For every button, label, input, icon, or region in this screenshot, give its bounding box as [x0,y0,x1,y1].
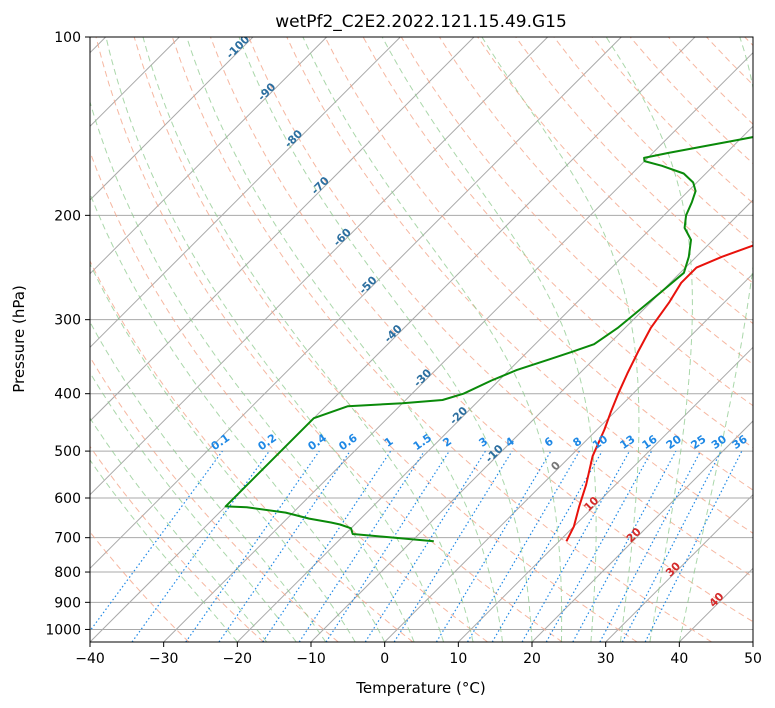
y-tick-label: 500 [54,444,81,460]
y-tick-label: 800 [54,565,81,581]
y-tick-label: 1000 [45,622,81,638]
moist-adiabat-line [381,37,597,642]
mixing-ratio-lines [90,450,743,642]
moist-adiabat-line [90,459,238,642]
moist-adiabat-line [90,192,386,642]
plot-frame [89,36,754,643]
mixing-ratio-line [491,450,603,642]
moist-adiabat-line [605,37,693,642]
mixing-ratio-line [435,450,552,642]
x-tick-label: −10 [296,651,326,667]
mixing-ratio-line [545,450,653,642]
isotherm-line [605,493,753,642]
dry-adiabat-line [286,37,753,534]
y-tick-label: 200 [54,208,81,224]
dry-adiabat-line [210,37,753,623]
moist-adiabat-line [678,37,753,642]
moist-adiabat-line [186,37,503,642]
moist-adiabat-line [90,100,415,642]
x-tick-label: 50 [744,651,762,667]
isotherm-line [90,37,475,422]
moist-adiabat-lines [90,37,753,642]
moist-adiabat-line [238,37,533,642]
isotherm-line [236,125,753,642]
isotherm-line [457,346,753,642]
dry-adiabat-lines [90,37,753,642]
dewpoint-profile-line [224,136,753,543]
y-tick-label: 400 [54,387,81,403]
moist-adiabat-line [105,37,445,642]
x-tick-label: −30 [149,651,179,667]
y-tick-label: 100 [54,30,81,46]
moist-adiabat-line [90,417,268,642]
x-tick-label: 10 [449,651,467,667]
y-tick-label: 900 [54,595,81,611]
isotherm-line [163,51,753,642]
mixing-ratio-line [393,450,513,642]
y-axis-label: Pressure (hPa) [10,285,28,393]
dry-adiabat-line [90,356,339,642]
y-tick-label: 700 [54,531,81,547]
isotherm-line [90,37,328,275]
isotherm-line [90,37,254,201]
isotherm-line [90,37,622,570]
mixing-ratio-line [218,450,351,642]
mixing-ratio-line [185,450,320,642]
mixing-ratio-line [466,450,580,642]
mixing-ratio-line [521,450,631,642]
temperature-profile-line [565,244,753,542]
isotherm-line [90,37,549,496]
sounding-series [224,136,753,543]
x-tick-label: −20 [223,651,253,667]
dry-adiabat-line [324,37,753,491]
isotherm-line [531,420,753,642]
moist-adiabat-line [302,37,563,642]
x-tick-label: 40 [670,651,688,667]
pressure-gridlines [90,37,753,630]
x-tick-label: 20 [523,651,541,667]
dry-adiabat-line [95,37,563,642]
y-axis-ticks: 100 200 300 400 500 600 700 800 900 1000 [45,30,90,638]
isotherm-line [90,37,401,349]
isotherm-lines [90,37,753,642]
chart-title: wetPf2_C2E2.2022.121.15.49.G15 [275,12,567,32]
moist-adiabat-line [90,321,327,642]
moist-adiabat-line [90,371,297,642]
x-tick-label: 30 [597,651,615,667]
x-axis-ticks: −40 −30 −20 −10 0 10 20 30 40 50 [75,642,762,667]
dry-adiabat-line [248,37,753,578]
y-tick-label: 600 [54,491,81,507]
x-tick-label: −40 [75,651,105,667]
dry-adiabat-line [90,259,414,642]
dry-adiabat-line [171,37,712,642]
moist-adiabat-line [90,262,356,642]
y-tick-label: 300 [54,313,81,329]
x-tick-label: 0 [380,651,389,667]
mixing-ratio-line [572,450,677,642]
x-axis-label: Temperature (°C) [355,679,485,697]
moist-adiabat-line [481,37,640,642]
isotherm-line [384,272,753,642]
mixing-ratio-line [364,450,486,642]
dry-adiabat-line [133,37,638,642]
dry-adiabat-line [90,445,264,642]
mixing-ratio-line [325,450,450,642]
isotherm-line [90,37,696,642]
dry-adiabat-line [515,37,753,284]
